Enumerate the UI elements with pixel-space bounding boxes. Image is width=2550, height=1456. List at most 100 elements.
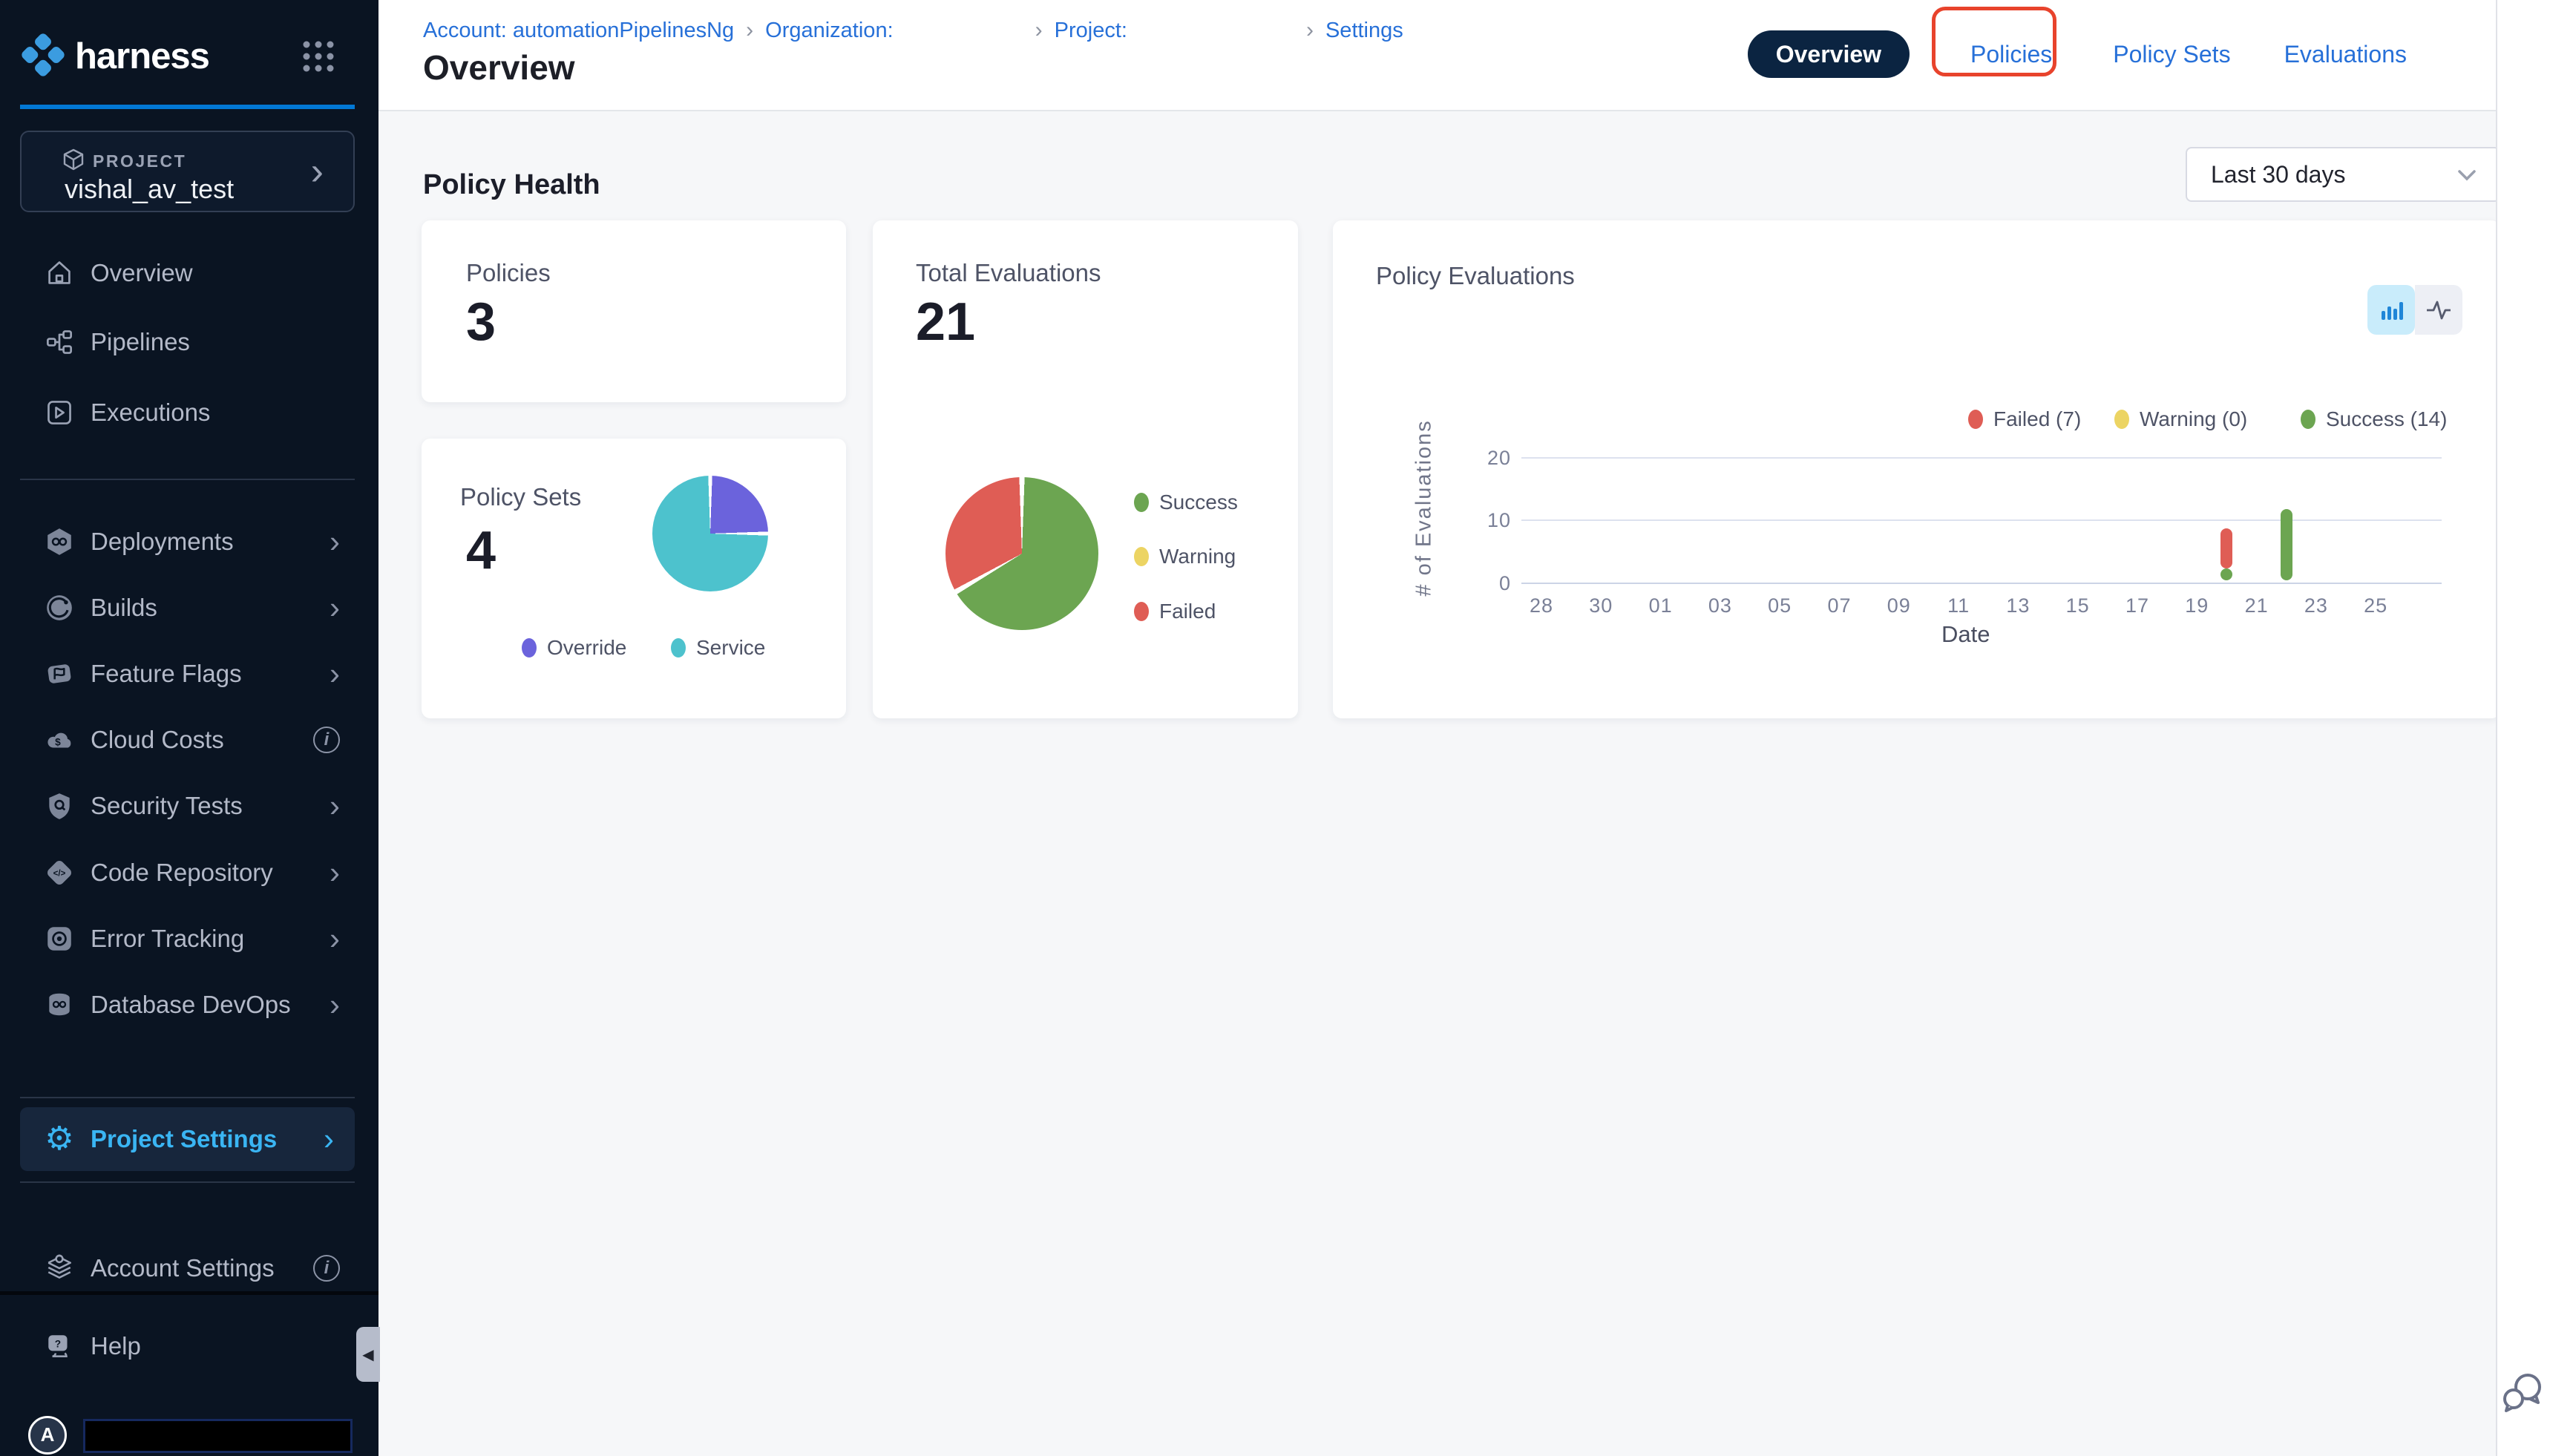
sidebar: harness PROJECT vishal_av_test ›	[0, 0, 378, 1456]
legend-warning: Warning (0)	[2114, 407, 2247, 431]
svg-text:?: ?	[55, 1339, 61, 1350]
pipelines-icon	[45, 327, 74, 357]
sidebar-collapse-handle[interactable]: ◀	[356, 1327, 380, 1382]
success-dot-icon	[2301, 410, 2315, 429]
app-name: harness	[75, 36, 210, 76]
bar-segment-success	[2280, 509, 2292, 581]
legend-success: Success	[1134, 491, 1238, 514]
sidebar-item-code-repository[interactable]: </> Code Repository ›	[0, 841, 378, 905]
sidebar-item-label: Overview	[91, 259, 193, 286]
accent-rule	[20, 105, 355, 109]
x-tick: 25	[2364, 594, 2388, 617]
error-tracking-icon	[45, 924, 74, 954]
y-tick: 0	[1498, 572, 1511, 594]
sidebar-item-label: Account Settings	[91, 1254, 275, 1282]
sidebar-item-feature-flags[interactable]: Feature Flags ›	[0, 642, 378, 706]
x-tick: 19	[2185, 594, 2209, 617]
breadcrumb-settings[interactable]: Settings	[1325, 18, 1403, 42]
sidebar-item-overview[interactable]: Overview	[0, 241, 378, 305]
tab-policy-sets[interactable]: Policy Sets	[2113, 40, 2231, 68]
info-icon: i	[313, 727, 340, 753]
chevron-right-icon: ›	[324, 1121, 334, 1156]
chart-legend: Failed (7) Warning (0) Success (14)	[1333, 407, 2500, 430]
project-selector[interactable]: PROJECT vishal_av_test ›	[20, 131, 355, 212]
x-tick: 13	[2006, 594, 2031, 617]
legend-service: Service	[671, 636, 765, 660]
x-tick: 11	[1947, 594, 1970, 617]
line-chart-toggle-icon[interactable]	[2415, 285, 2462, 335]
sidebar-item-label: Project Settings	[91, 1125, 278, 1152]
chevron-right-icon: ›	[310, 150, 324, 193]
breadcrumb-organization[interactable]: Organization:	[765, 18, 894, 42]
svg-text:</>: </>	[53, 870, 66, 879]
breadcrumb-project[interactable]: Project:	[1054, 18, 1127, 42]
sidebar-item-label: Security Tests	[91, 792, 243, 819]
policies-count: 3	[466, 292, 496, 352]
database-icon	[45, 990, 74, 1020]
sidebar-item-label: Help	[91, 1332, 141, 1360]
sidebar-item-executions[interactable]: Executions	[0, 381, 378, 445]
tab-overview[interactable]: Overview	[1747, 30, 1910, 78]
chevron-right-icon: ›	[746, 18, 754, 42]
page-title: Overview	[423, 48, 575, 87]
builds-icon	[45, 593, 74, 623]
success-dot-icon	[1134, 493, 1149, 512]
failed-dot-icon	[1968, 410, 1983, 429]
x-axis-line	[1521, 583, 2442, 584]
evaluations-pie-chart	[945, 477, 1098, 630]
cloud-costs-icon: $	[45, 725, 74, 755]
sidebar-item-account-settings[interactable]: Account Settings i	[0, 1236, 378, 1300]
chevron-right-icon: ›	[330, 788, 340, 823]
legend-success: Success (14)	[2301, 407, 2447, 431]
home-icon	[45, 258, 74, 288]
sidebar-item-help[interactable]: ? Help	[0, 1314, 378, 1378]
x-tick: 09	[1887, 594, 1911, 617]
bar-chart-toggle-icon[interactable]	[2367, 285, 2415, 335]
sidebar-item-pipelines[interactable]: Pipelines	[0, 310, 378, 374]
sidebar-item-deployments[interactable]: Deployments ›	[0, 510, 378, 574]
sidebar-item-cloud-costs[interactable]: $ Cloud Costs i	[0, 708, 378, 772]
deployments-icon	[45, 527, 74, 557]
sidebar-item-label: Executions	[91, 399, 211, 426]
chevron-right-icon: ›	[330, 855, 340, 890]
x-tick: 30	[1589, 594, 1613, 617]
bar-segment-failed	[2220, 528, 2233, 568]
project-name: vishal_av_test	[65, 174, 235, 204]
override-dot-icon	[522, 638, 537, 658]
sidebar-item-project-settings[interactable]: ⚙ Project Settings ›	[20, 1107, 355, 1171]
sidebar-item-label: Database DevOps	[91, 991, 291, 1018]
y-tick: 20	[1487, 447, 1511, 469]
layers-gear-icon	[45, 1253, 74, 1283]
date-range-select[interactable]: Last 30 days	[2186, 147, 2500, 202]
right-gutter	[2496, 0, 2550, 1456]
sidebar-item-builds[interactable]: Builds ›	[0, 576, 378, 640]
feature-flags-icon	[45, 659, 74, 689]
redacted-account-name[interactable]	[83, 1419, 353, 1453]
chevron-right-icon: ›	[330, 590, 340, 625]
policy-evaluations-card: Policy Evaluations	[1333, 220, 2500, 718]
cube-icon	[63, 148, 84, 174]
card-label: Total Evaluations	[916, 259, 1101, 286]
sidebar-item-database-devops[interactable]: Database DevOps ›	[0, 973, 378, 1037]
avatar[interactable]: A	[28, 1415, 67, 1455]
chevron-right-icon: ›	[1305, 18, 1314, 42]
module-grid-icon[interactable]	[301, 39, 336, 78]
breadcrumb-account[interactable]: Account: automationPipelinesNg	[423, 18, 735, 42]
bar-segment-success	[2220, 568, 2233, 581]
total-evaluations-card: Total Evaluations 21 Success Warning Fai…	[873, 220, 1298, 718]
x-tick: 01	[1648, 594, 1673, 617]
service-dot-icon	[671, 638, 686, 658]
section-title: Policy Health	[423, 169, 600, 200]
tab-evaluations[interactable]: Evaluations	[2284, 40, 2407, 68]
x-tick: 07	[1827, 594, 1852, 617]
failed-dot-icon	[1134, 602, 1149, 621]
project-label: PROJECT	[93, 151, 187, 171]
main-content: Policy Health Last 30 days Policies 3 To…	[378, 111, 2500, 1456]
tab-policies[interactable]: Policies	[1932, 6, 2059, 76]
sidebar-item-security-tests[interactable]: Security Tests ›	[0, 774, 378, 838]
chat-bubbles-icon[interactable]	[2502, 1369, 2545, 1419]
chevron-down-icon	[2456, 168, 2478, 186]
sidebar-item-error-tracking[interactable]: Error Tracking ›	[0, 907, 378, 971]
sidebar-item-label: Builds	[91, 594, 157, 621]
sidebar-item-label: Cloud Costs	[91, 726, 224, 753]
